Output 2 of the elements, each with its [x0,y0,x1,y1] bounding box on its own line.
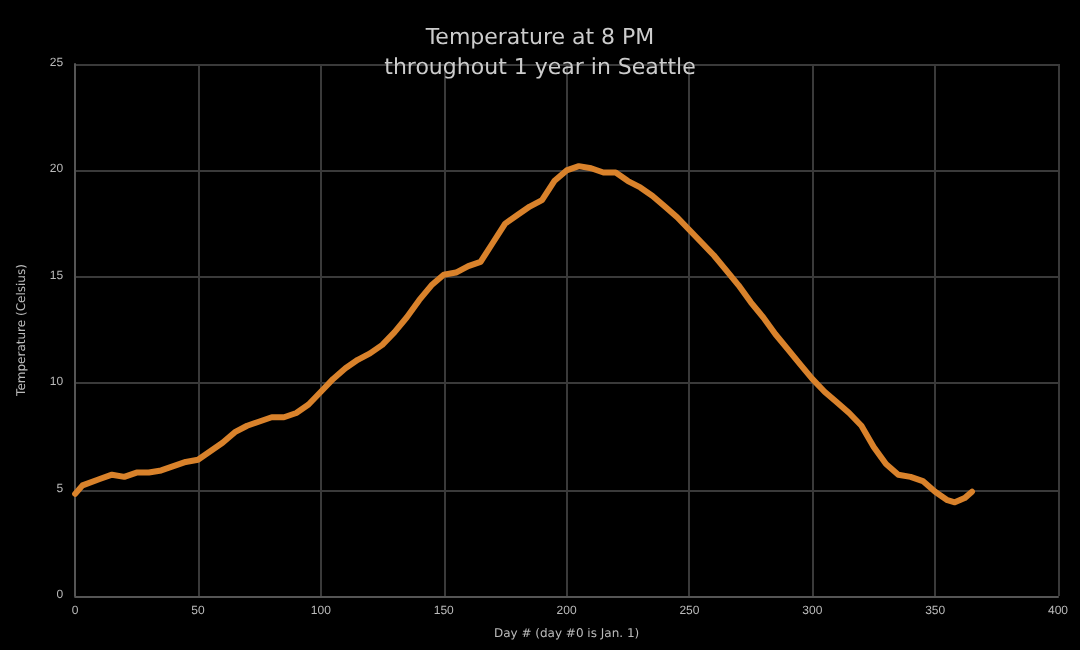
line-series [72,163,975,506]
chart-title: Temperature at 8 PM throughout 1 year in Seattle [384,24,697,80]
